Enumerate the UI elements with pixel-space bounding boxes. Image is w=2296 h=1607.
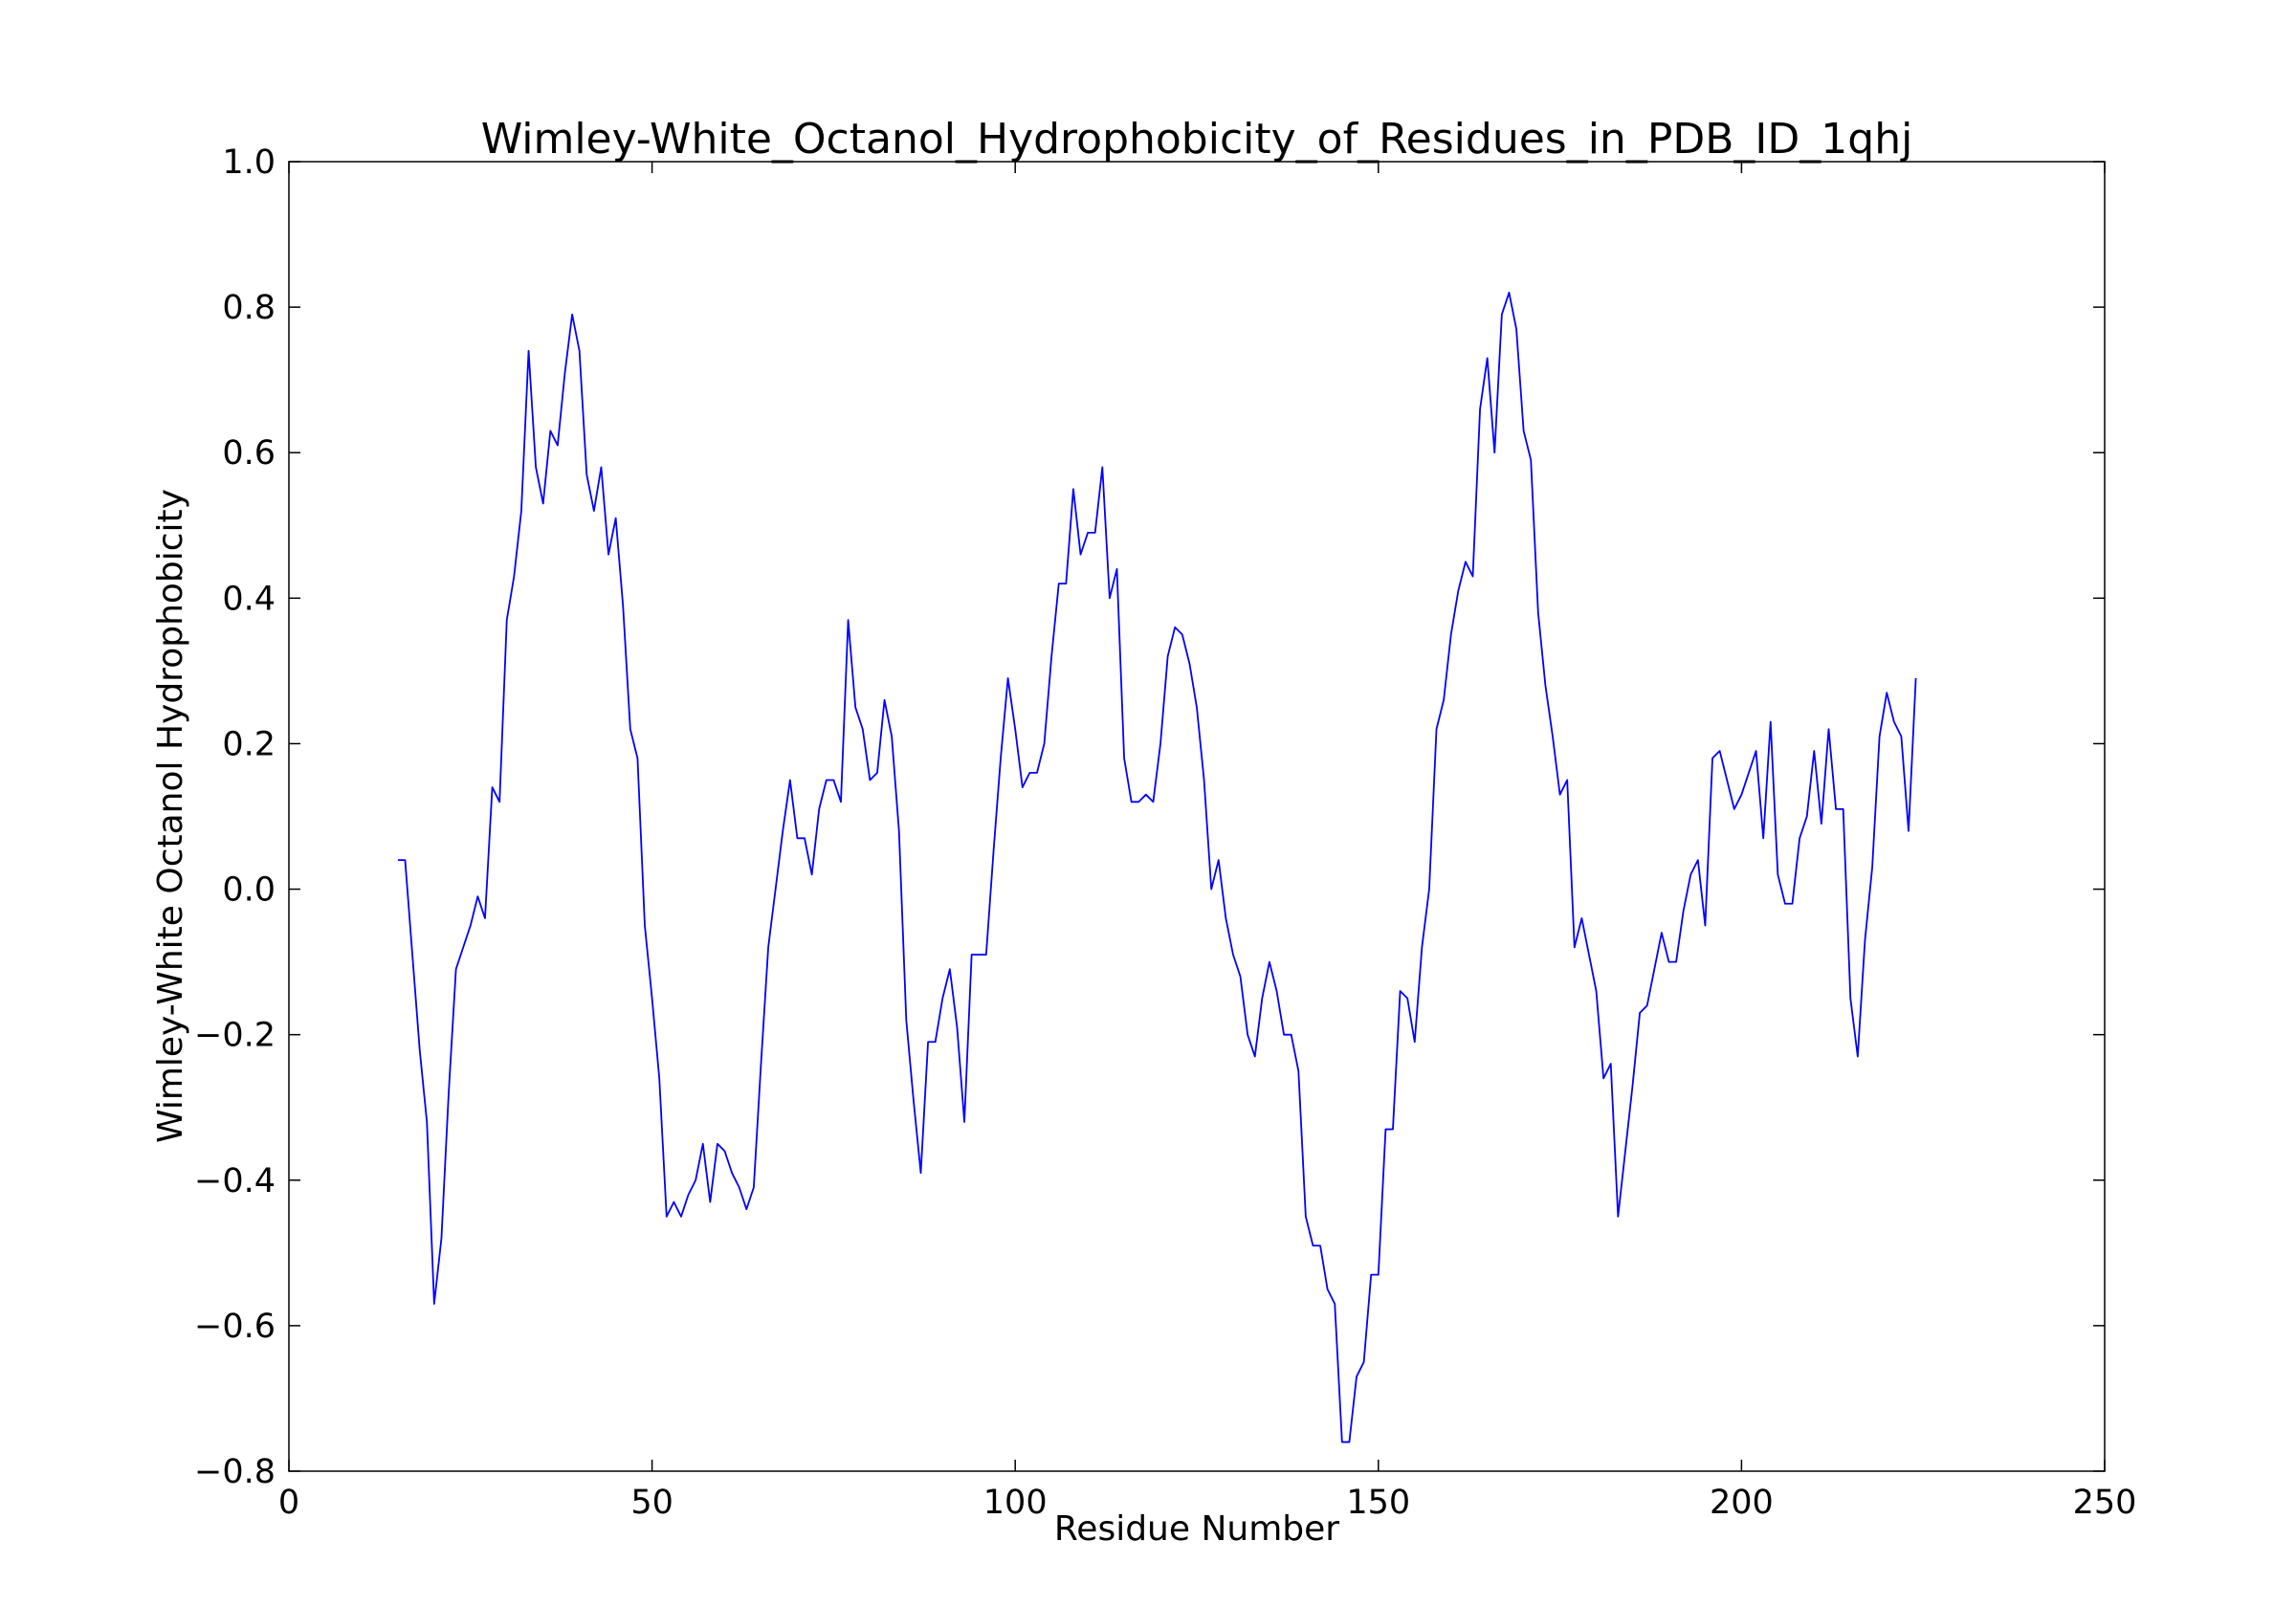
plot-frame — [288, 161, 2106, 1472]
y-tick-label: −0.2 — [194, 1017, 276, 1055]
y-tick-label: −0.8 — [194, 1453, 276, 1491]
chart-title: Wimley-White_Octanol_Hydrophobicity_of_R… — [481, 115, 1913, 164]
y-tick-label: −0.6 — [194, 1308, 276, 1346]
x-tick-label: 200 — [1710, 1484, 1774, 1522]
x-tick-label: 50 — [630, 1484, 673, 1522]
x-tick-label: 150 — [1346, 1484, 1410, 1522]
x-tick-label: 0 — [278, 1484, 299, 1522]
y-tick-label: 0.0 — [222, 871, 276, 910]
y-tick-label: −0.4 — [194, 1162, 276, 1200]
y-axis-label: Wimley-White Octanol Hydrophobicity — [151, 489, 190, 1143]
x-tick-label: 250 — [2073, 1484, 2137, 1522]
axis-ticks — [288, 161, 2106, 1472]
y-tick-label: 0.2 — [222, 725, 276, 763]
y-tick-label: 0.8 — [222, 289, 276, 327]
y-tick-label: 0.4 — [222, 580, 276, 618]
y-tick-label: 0.6 — [222, 434, 276, 473]
plot-series — [397, 291, 1917, 1443]
axis-tick-labels: 0 50 100 150 200 250 −0.8 −0.6 −0.4 −0.2 0.0 0.2 0.4… — [194, 143, 2136, 1522]
x-tick-label: 100 — [983, 1484, 1048, 1522]
x-axis-label: Residue Number — [1054, 1509, 1339, 1549]
series-line — [397, 291, 1917, 1443]
y-tick-label: 1.0 — [222, 143, 276, 182]
